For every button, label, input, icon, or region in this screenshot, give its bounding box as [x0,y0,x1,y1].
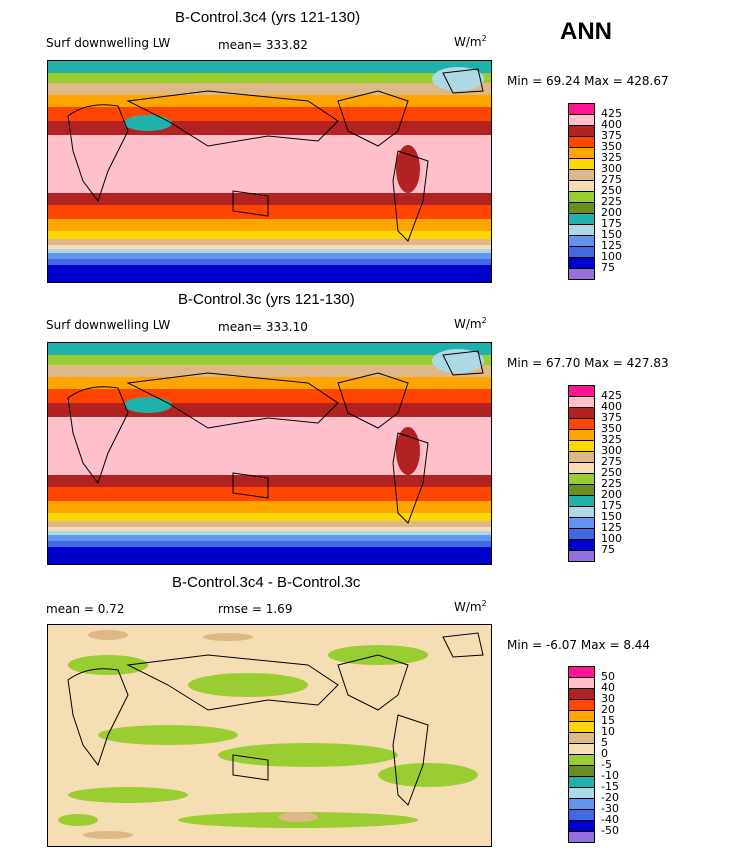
colorbar-label: -20 [601,791,619,804]
colorbar-label: -15 [601,780,619,793]
panel3-title: B-Control.3c4 - B-Control.3c [172,574,361,591]
panel1-map [47,60,492,283]
colorbar-label: 30 [601,692,615,705]
colorbar-label: 250 [601,466,622,479]
panel3-map [47,624,492,847]
panel2-colorbar: 425 400 375 350 325 300 275 250 225 200 175 150 125 1… [568,385,648,562]
colorbar-label: 325 [601,433,622,446]
colorbar-label: 350 [601,422,622,435]
colorbar-label: 325 [601,151,622,164]
colorbar-label: 150 [601,228,622,241]
colorbar-label: -40 [601,813,619,826]
colorbar-label: 200 [601,206,622,219]
colorbar-label: 5 [601,736,608,749]
panel1-units: W/m2 [454,34,487,49]
colorbar-label: 175 [601,499,622,512]
colorbar-label: 225 [601,195,622,208]
colorbar-label: 125 [601,521,622,534]
colorbar-swatch [568,831,595,843]
colorbar-label: 100 [601,532,622,545]
colorbar-label: 375 [601,411,622,424]
colorbar-label: 250 [601,184,622,197]
colorbar-label: 400 [601,400,622,413]
colorbar-label: 300 [601,162,622,175]
panel2-mean: mean= 333.10 [218,320,308,334]
panel1-mean: mean= 333.82 [218,38,308,52]
panel1-contour-plot [48,61,491,282]
colorbar-label: 75 [601,261,615,274]
colorbar-label: 175 [601,217,622,230]
colorbar-label: 150 [601,510,622,523]
colorbar-label: 15 [601,714,615,727]
colorbar-label: 125 [601,239,622,252]
colorbar-label: 225 [601,477,622,490]
panel3-minmax: Min = -6.07 Max = 8.44 [507,638,651,652]
panel1-title: B-Control.3c4 (yrs 121-130) [175,9,361,26]
colorbar-label: 375 [601,129,622,142]
colorbar-label: 300 [601,444,622,457]
colorbar-label: 350 [601,140,622,153]
colorbar-label: -10 [601,769,619,782]
colorbar-swatch [568,268,595,280]
colorbar-label: 425 [601,107,622,120]
colorbar-label: 400 [601,118,622,131]
colorbar-label: 425 [601,389,622,402]
panel3-rmse: rmse = 1.69 [218,602,293,616]
colorbar-label: -5 [601,758,612,771]
panel1-minmax: Min = 69.24 Max = 428.67 [507,74,669,88]
season-label: ANN [560,18,612,45]
colorbar-label: 100 [601,250,622,263]
colorbar-swatch [568,550,595,562]
colorbar-label: 50 [601,670,615,683]
colorbar-label: 75 [601,543,615,556]
colorbar-label: 20 [601,703,615,716]
colorbar-label: 40 [601,681,615,694]
colorbar-label: -30 [601,802,619,815]
panel2-minmax: Min = 67.70 Max = 427.83 [507,356,669,370]
panel2-map [47,342,492,565]
panel3-mean: mean = 0.72 [46,602,125,616]
colorbar-label: 10 [601,725,615,738]
colorbar-label: 200 [601,488,622,501]
panel2-units: W/m2 [454,316,487,331]
panel3-colorbar: 50 40 30 20 15 10 5 0 -5 -10 -15 -20 -30 -40 -50 [568,666,648,843]
panel1-field: Surf downwelling LW [46,36,171,50]
panel2-field: Surf downwelling LW [46,318,171,332]
colorbar-label: 0 [601,747,608,760]
colorbar-label: -50 [601,824,619,837]
panel1-colorbar: 425 400 375 350 325 300 275 250 225 200 175 150 125 1… [568,103,648,280]
panel3-contour-plot [48,625,491,846]
panel3-units: W/m2 [454,599,487,614]
panel2-contour-plot [48,343,491,564]
colorbar-label: 275 [601,173,622,186]
colorbar-label: 275 [601,455,622,468]
panel2-title: B-Control.3c (yrs 121-130) [178,291,355,308]
